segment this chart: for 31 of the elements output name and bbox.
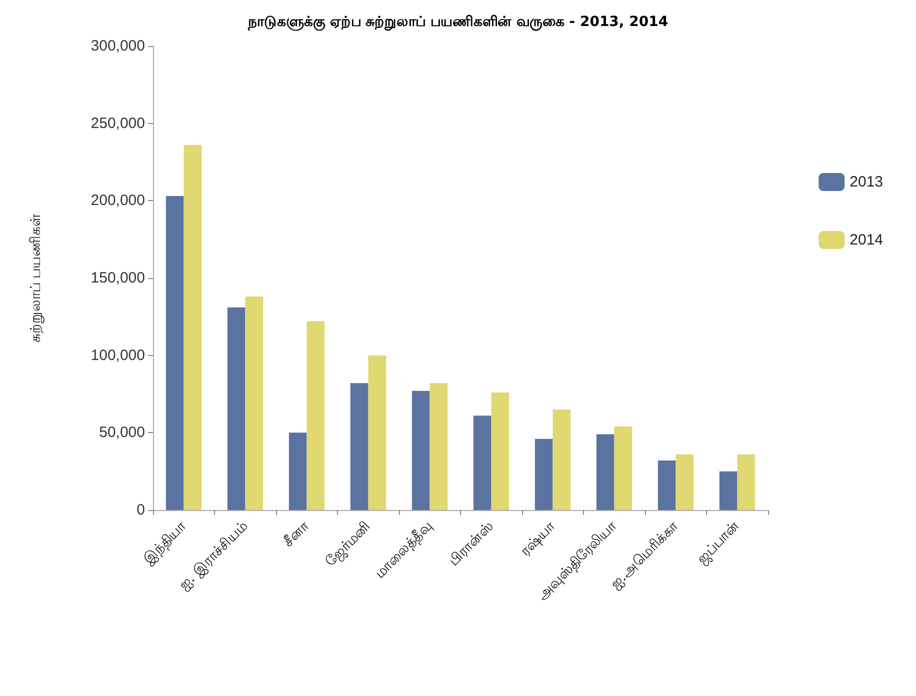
bar [676,454,694,510]
y-tick-label: 50,000 [99,424,145,442]
bar [596,434,614,510]
bar [614,426,632,510]
bar [737,454,756,510]
chart-title: நாடுகளுக்கு ஏற்ப சுற்றுலாப் பயணிகளின் வருகை - 2013, 2014 [246,14,668,31]
bar [719,471,738,510]
y-tick-label: 150,000 [90,270,145,286]
bar [552,409,571,510]
bar [412,390,430,510]
y-tick-label: 300,000 [90,38,145,54]
legend-label: 2013 [850,174,884,190]
bar [306,321,325,510]
bar [658,460,676,510]
bar [288,432,307,510]
y-tick-label: 200,000 [90,192,145,210]
legend-label: 2014 [850,232,884,248]
y-axis-title: சுற்றுலாப் பயணிகள் [28,213,44,343]
bar [534,438,553,510]
bar [368,355,386,510]
bar [430,383,448,510]
bar [473,416,492,510]
y-tick-label: 0 [136,502,145,518]
bar [350,383,368,510]
bar [227,307,246,510]
bar [166,196,184,510]
bar [245,296,264,510]
y-tick-label: 250,000 [90,114,145,132]
bar [184,144,202,510]
y-tick-label: 100,000 [90,346,145,364]
bar [491,392,510,510]
